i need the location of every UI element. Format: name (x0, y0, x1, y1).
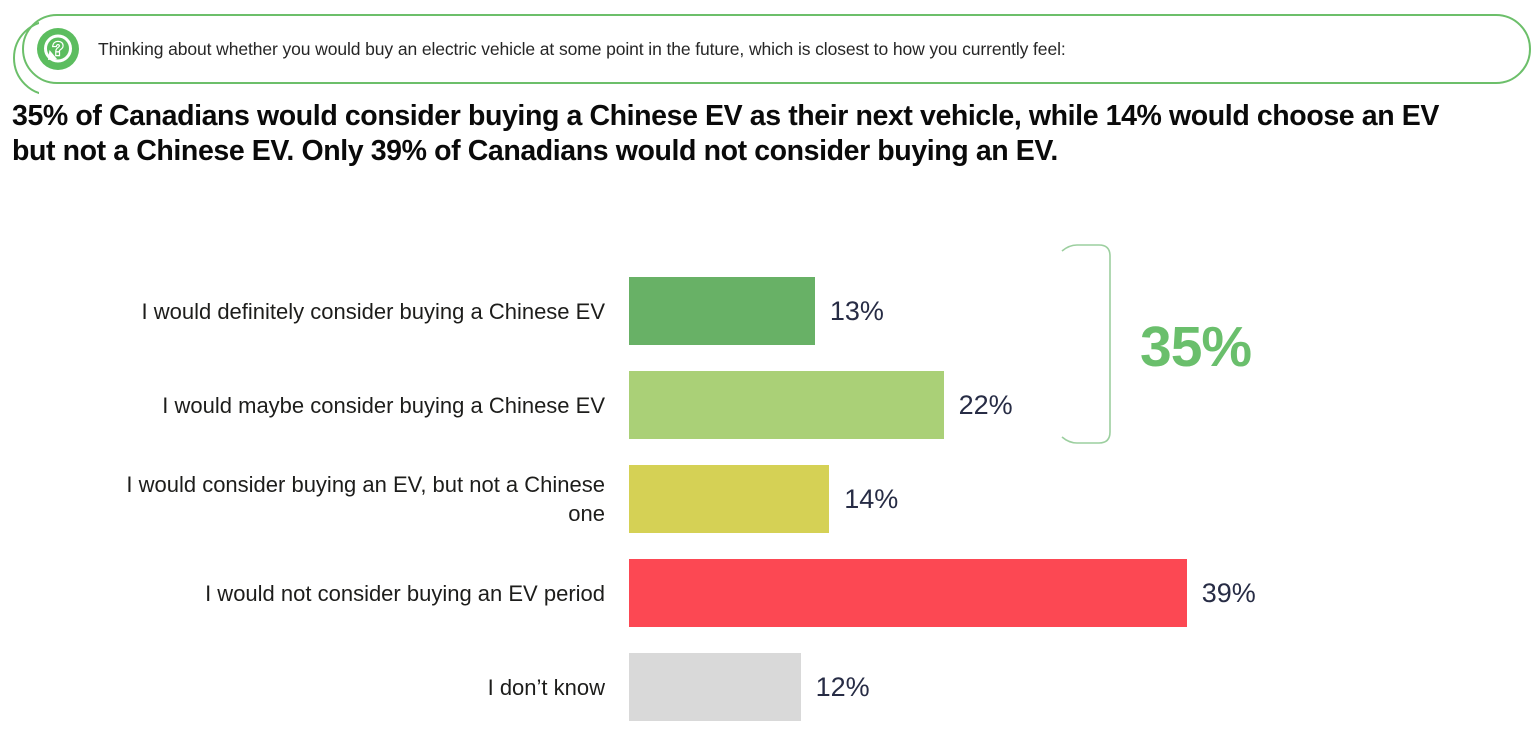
question-banner: ? Thinking about whether you would buy a… (22, 14, 1531, 84)
question-mark-icon: ? (37, 28, 79, 70)
bar (629, 653, 801, 721)
bar (629, 277, 815, 345)
svg-text:?: ? (53, 39, 64, 59)
chart-row: I don’t know 12% (0, 640, 1536, 734)
chart-row: I would maybe consider buying a Chinese … (0, 358, 1536, 452)
value-label: 13% (829, 295, 884, 326)
category-label: I would consider buying an EV, but not a… (126, 472, 605, 526)
bar (629, 465, 830, 533)
category-label: I don’t know (487, 674, 605, 700)
value-label: 22% (958, 389, 1013, 420)
bracket-total-label: 35% (1140, 315, 1252, 379)
bar-chart: I would definitely consider buying a Chi… (0, 264, 1536, 734)
value-label: 12% (815, 671, 870, 702)
category-label: I would not consider buying an EV period (205, 580, 605, 606)
category-label: I would maybe consider buying a Chinese … (162, 392, 605, 418)
bar (629, 559, 1187, 627)
question-text: Thinking about whether you would buy an … (98, 38, 1066, 59)
bar (629, 371, 944, 439)
chart-row: I would definitely consider buying a Chi… (0, 264, 1536, 358)
chart-row: I would not consider buying an EV period… (0, 546, 1536, 640)
chart-row: I would consider buying an EV, but not a… (0, 452, 1536, 546)
value-label: 14% (844, 483, 899, 514)
group-bracket (1061, 244, 1111, 444)
headline: 35% of Canadians would consider buying a… (12, 100, 1439, 167)
category-label: I would definitely consider buying a Chi… (141, 298, 606, 324)
value-label: 39% (1201, 577, 1256, 608)
